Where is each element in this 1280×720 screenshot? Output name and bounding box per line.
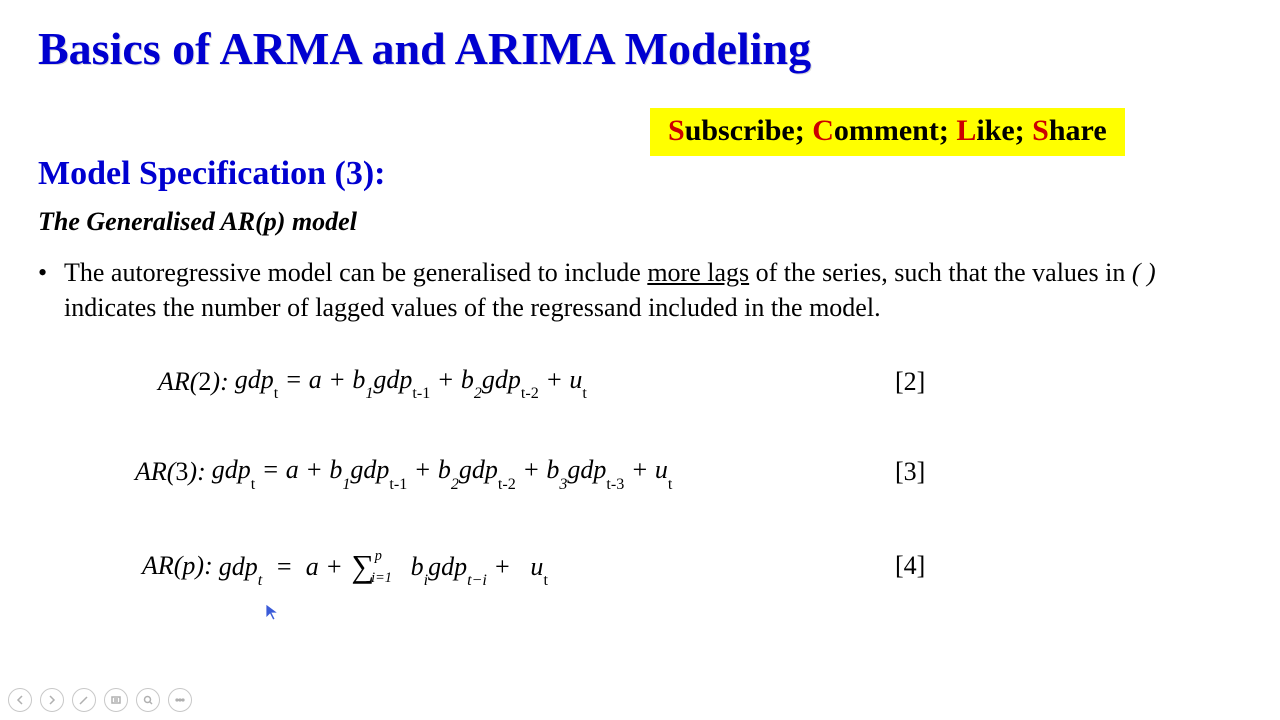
nav-prev-button[interactable] bbox=[8, 688, 32, 712]
nav-more-button[interactable] bbox=[168, 688, 192, 712]
bullet-pre: The autoregressive model can be generali… bbox=[64, 258, 647, 287]
eq-number: [3] bbox=[895, 457, 925, 487]
eq-label: AR(2): bbox=[158, 367, 229, 397]
bullet-text: The autoregressive model can be generali… bbox=[64, 255, 1248, 325]
equation-ar2: AR(2): gdpt = a + b1gdpt-1 + b2gdpt-2 + … bbox=[0, 365, 1280, 399]
cta-word: ike; bbox=[976, 114, 1032, 147]
nav-zoom-button[interactable] bbox=[136, 688, 160, 712]
cta-word: omment; bbox=[834, 114, 956, 147]
nav-next-button[interactable] bbox=[40, 688, 64, 712]
cta-c-letter: C bbox=[812, 114, 834, 147]
bullet-post: indicates the number of lagged values of… bbox=[64, 293, 881, 322]
page-title: Basics of ARMA and ARIMA Modeling bbox=[0, 0, 1280, 75]
bullet-underlined: more lags bbox=[647, 258, 749, 287]
cta-word: hare bbox=[1049, 114, 1107, 147]
nav-slides-button[interactable] bbox=[104, 688, 128, 712]
bullet-marker: • bbox=[38, 255, 64, 325]
subheading: The Generalised AR(p) model bbox=[0, 193, 1280, 237]
cta-s2-letter: S bbox=[1032, 114, 1049, 147]
eq-body: gdpt = a + ∑pi=1 bigdpt−i + ut bbox=[213, 546, 548, 586]
mouse-cursor-icon bbox=[264, 602, 282, 622]
eq-label: AR(p): bbox=[142, 551, 213, 581]
cta-l-letter: L bbox=[956, 114, 976, 147]
eq-number: [4] bbox=[895, 551, 925, 581]
eq-number: [2] bbox=[895, 367, 925, 397]
eq-body: gdpt = a + b1gdpt-1 + b2gdpt-2 + b3gdpt-… bbox=[206, 455, 673, 489]
nav-pen-button[interactable] bbox=[72, 688, 96, 712]
bullet-mid: of the series, such that the values in bbox=[749, 258, 1132, 287]
eq-body: gdpt = a + b1gdpt-1 + b2gdpt-2 + ut bbox=[229, 365, 587, 399]
bullet-item: • The autoregressive model can be genera… bbox=[0, 237, 1280, 325]
cta-s-letter: S bbox=[668, 114, 685, 147]
cta-banner: Subscribe; Comment; Like; Share bbox=[650, 108, 1125, 156]
equation-ar3: AR(3): gdpt = a + b1gdpt-1 + b2gdpt-2 + … bbox=[0, 455, 1280, 489]
equation-block: AR(2): gdpt = a + b1gdpt-1 + b2gdpt-2 + … bbox=[0, 325, 1280, 586]
bullet-paren: ( ) bbox=[1132, 258, 1156, 287]
presentation-nav bbox=[8, 688, 192, 712]
equation-arp: AR(p): gdpt = a + ∑pi=1 bigdpt−i + ut [4… bbox=[0, 546, 1280, 586]
eq-label: AR(3): bbox=[135, 457, 206, 487]
cta-word: ubscribe; bbox=[685, 114, 813, 147]
